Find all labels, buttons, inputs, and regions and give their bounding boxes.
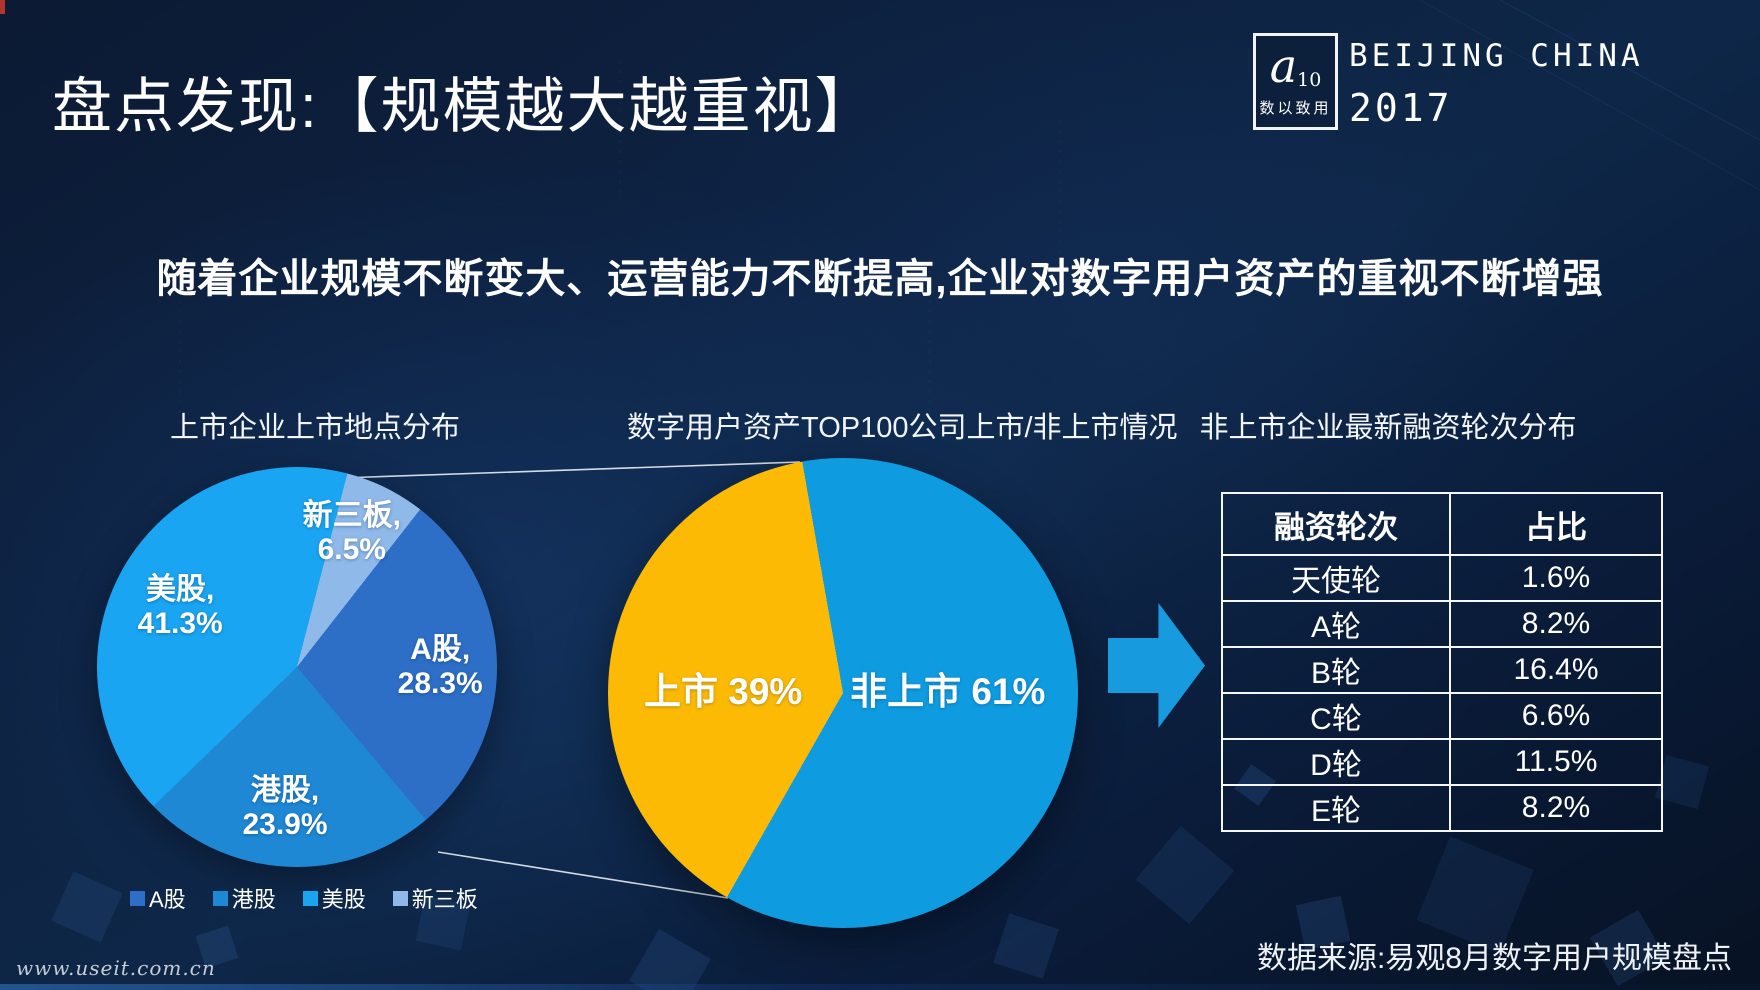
logo-10-glyph: 10: [1297, 68, 1322, 91]
legend-label: A股: [149, 887, 186, 912]
corner-accent-mark: [0, 0, 5, 14]
legend-item-xinsanban: 新三板: [392, 882, 478, 914]
table-row: D轮 11.5%: [1221, 738, 1663, 786]
data-source-note: 数据来源:易观8月数字用户规模盘点: [1256, 942, 1732, 975]
pie-chart-listing-location: 新三板, 6.5% 美股, 41.3% A股, 28.3% 港股, 23.9%: [97, 467, 497, 867]
share-cell: 8.2%: [1449, 600, 1663, 648]
event-logo-badge: a10 数以致用: [1253, 33, 1338, 130]
table-row: E轮 8.2%: [1221, 784, 1663, 832]
table-header-row: 融资轮次 占比: [1221, 492, 1663, 556]
table-row: C轮 6.6%: [1221, 692, 1663, 740]
legend-item-meigu: 美股: [302, 882, 366, 914]
table-row: A轮 8.2%: [1221, 600, 1663, 648]
section-title-top100: 数字用户资产TOP100公司上市/非上市情况: [627, 412, 1178, 444]
slide-subtitle: 随着企业规模不断变大、运营能力不断提高,企业对数字用户资产的重视不断增强: [156, 257, 1604, 301]
slice-name: 新三板,: [302, 499, 401, 532]
legend-swatch: [392, 890, 408, 906]
round-cell: C轮: [1221, 692, 1451, 740]
logo-a-glyph: a: [1269, 38, 1298, 93]
pie-slice-label-ganggu: 港股, 23.9%: [242, 774, 327, 842]
slice-name: A股,: [410, 633, 471, 666]
col-header-round: 融资轮次: [1221, 492, 1451, 556]
share-cell: 11.5%: [1449, 738, 1663, 786]
pie-slice-label-xinsanban: 新三板, 6.5%: [303, 499, 401, 567]
share-cell: 1.6%: [1449, 554, 1663, 602]
round-cell: A轮: [1221, 600, 1451, 648]
legend-label: 美股: [321, 887, 366, 912]
watermark: www.useit.com.cn: [16, 956, 216, 980]
event-name: BEIJING CHINA: [1349, 38, 1644, 74]
legend-label: 港股: [231, 887, 276, 912]
round-cell: B轮: [1221, 646, 1451, 694]
pie-slice-label-agu: A股, 28.3%: [398, 633, 483, 701]
section-title-listing-location: 上市企业上市地点分布: [169, 412, 460, 444]
slice-name: 港股,: [250, 774, 320, 808]
section-title-funding-rounds: 非上市企业最新融资轮次分布: [1199, 412, 1577, 444]
round-cell: E轮: [1221, 784, 1451, 832]
logo-a10: a10: [1270, 43, 1322, 91]
slice-value: 23.9%: [242, 808, 328, 842]
legend-swatch: [302, 890, 318, 906]
pie-slice-label-meigu: 美股, 41.3%: [138, 573, 223, 641]
legend: A股 港股 美股 新三板: [130, 882, 478, 914]
slice-name: 美股,: [146, 573, 215, 606]
table-row: 天使轮 1.6%: [1221, 554, 1663, 602]
col-header-share: 占比: [1449, 492, 1663, 556]
legend-item-ganggu: 港股: [212, 882, 276, 914]
legend-item-agu: A股: [130, 882, 186, 914]
share-cell: 16.4%: [1449, 646, 1663, 694]
event-year: 2017: [1349, 86, 1453, 130]
share-cell: 8.2%: [1449, 784, 1663, 832]
pie-slice-label-unlisted: 非上市 61%: [850, 671, 1046, 713]
right-arrow-icon: [1108, 603, 1205, 728]
round-cell: 天使轮: [1221, 554, 1451, 602]
pie-chart-top100-listed: 上市 39% 非上市 61%: [608, 458, 1078, 928]
legend-swatch: [130, 890, 145, 906]
legend-swatch: [212, 890, 228, 906]
round-cell: D轮: [1221, 738, 1451, 786]
page-title: 盘点发现:【规模越大越重视】: [52, 73, 877, 140]
share-cell: 6.6%: [1449, 692, 1663, 740]
table-row: B轮 16.4%: [1221, 646, 1663, 694]
slice-value: 28.3%: [397, 667, 483, 700]
slice-value: 41.3%: [137, 607, 223, 640]
slice-value: 6.5%: [317, 533, 386, 566]
pie-slice-label-listed: 上市 39%: [643, 671, 803, 713]
bottom-accent-bar: [0, 984, 1760, 990]
legend-label: 新三板: [411, 887, 478, 912]
logo-caption: 数以致用: [1259, 99, 1332, 117]
funding-rounds-table: 融资轮次 占比 天使轮 1.6% A轮 8.2% B轮 16.4% C轮 6.6…: [1221, 492, 1663, 832]
